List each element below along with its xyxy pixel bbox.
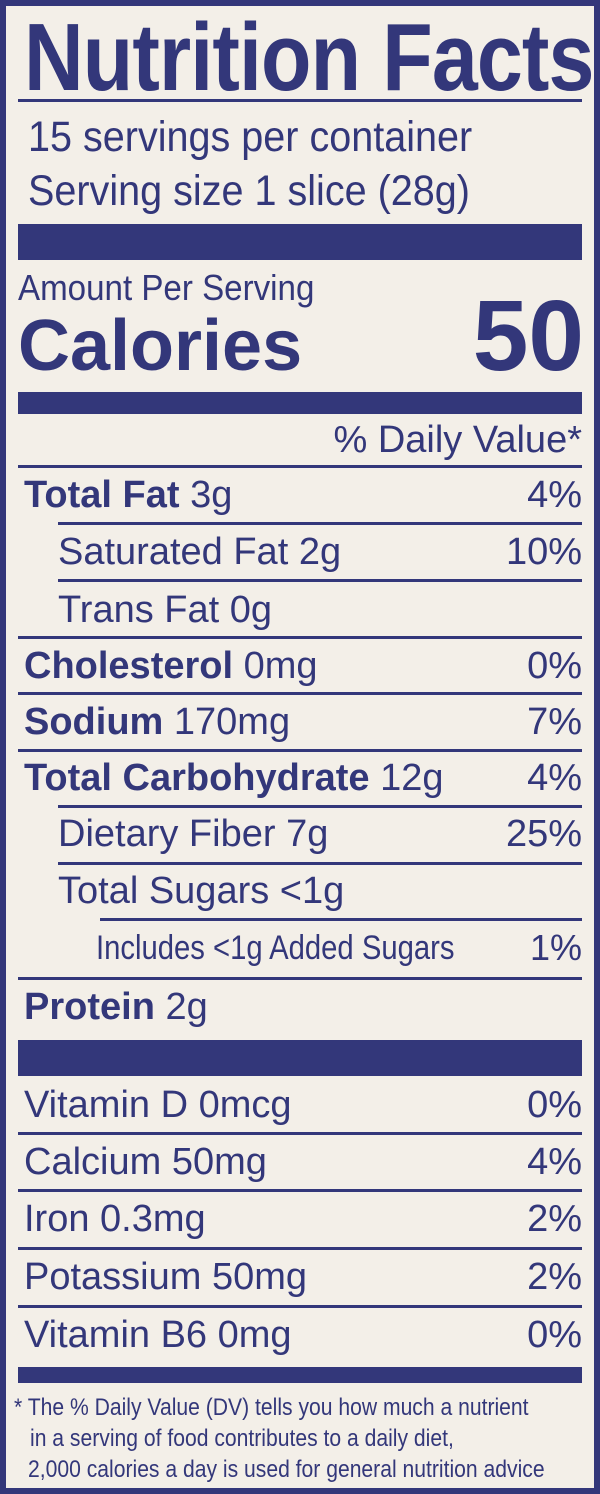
divider	[18, 1189, 582, 1192]
nutrient-amount: 0mg	[243, 645, 318, 687]
divider	[18, 465, 582, 468]
divider	[18, 977, 582, 980]
nutrient-name: Cholesterol	[24, 645, 234, 687]
vitamin-row-vitamin-b6: Vitamin B6 0mg 0%	[24, 1309, 582, 1361]
footnote-line: in a serving of food contributes to a da…	[30, 1425, 454, 1452]
nutrient-name: Total Carbohydrate	[24, 757, 370, 799]
nutrient-dv: 10%	[505, 531, 582, 573]
nutrient-amount: 0g	[229, 589, 273, 631]
nutrient-name: Total Sugars	[58, 870, 270, 912]
vitamin-dv: 0%	[527, 1314, 582, 1356]
calories-label: Calories	[18, 306, 303, 386]
nutrient-name: Saturated Fat	[58, 531, 289, 573]
nutrient-amount: 2g	[298, 531, 342, 573]
nutrient-name: Total Fat	[24, 474, 180, 516]
nutrient-name: Includes <1g Added Sugars	[96, 929, 455, 967]
vitamin-name: Iron	[24, 1198, 90, 1240]
calories-value: 50	[472, 280, 584, 392]
nutrient-amount: 2g	[165, 986, 208, 1028]
divider	[58, 579, 582, 582]
nutrient-dv: 0%	[527, 645, 582, 687]
nutrient-name: Trans Fat	[58, 589, 220, 631]
vitamin-row-potassium: Potassium 50mg 2%	[24, 1251, 582, 1303]
vitamin-dv: 4%	[527, 1141, 582, 1183]
vitamin-amount: 0mcg	[198, 1084, 292, 1126]
divider	[100, 918, 582, 921]
nutrient-dv: 7%	[527, 701, 582, 743]
vitamin-dv: 0%	[527, 1084, 582, 1126]
nutrient-row-total-sugars: Total Sugars <1g	[24, 865, 582, 917]
nutrition-label: Nutrition Facts 15 servings per containe…	[6, 6, 594, 1488]
nutrient-amount: 170mg	[173, 701, 291, 743]
vitamin-amount: 50mg	[211, 1256, 308, 1298]
divider	[18, 636, 582, 639]
vitamin-amount: 0.3mg	[100, 1198, 206, 1240]
nutrient-name: Protein	[24, 986, 155, 1028]
footnote-line: 2,000 calories a day is used for general…	[28, 1456, 545, 1483]
divider	[18, 749, 582, 752]
vitamin-row-vitamin-d: Vitamin D 0mcg 0%	[24, 1079, 582, 1131]
thick-bar	[18, 1367, 582, 1383]
divider	[58, 862, 582, 865]
footnote-line: * The % Daily Value (DV) tells you how m…	[14, 1394, 529, 1421]
vitamin-dv: 2%	[527, 1198, 582, 1240]
amount-per-serving: Amount Per Serving	[18, 267, 315, 308]
nutrient-dv: 4%	[527, 757, 582, 799]
divider	[58, 805, 582, 808]
nutrient-amount: 7g	[286, 813, 329, 855]
nutrient-row-saturated-fat: Saturated Fat 2g 10%	[24, 526, 582, 578]
divider	[58, 522, 582, 525]
vitamin-name: Vitamin B6	[24, 1314, 208, 1356]
nutrient-amount: 3g	[190, 474, 233, 516]
label-title: Nutrition Facts	[24, 4, 594, 111]
nutrient-amount: <1g	[279, 870, 345, 912]
vitamin-name: Potassium	[24, 1256, 202, 1298]
thick-bar	[18, 392, 582, 414]
nutrient-row-total-carbohydrate: Total Carbohydrate 12g 4%	[24, 752, 582, 804]
nutrient-row-cholesterol: Cholesterol 0mg 0%	[24, 640, 582, 692]
vitamin-amount: 0mg	[217, 1314, 292, 1356]
nutrient-dv: 4%	[527, 474, 582, 516]
nutrient-dv: 25%	[505, 813, 582, 855]
vitamin-row-calcium: Calcium 50mg 4%	[24, 1136, 582, 1188]
nutrient-row-dietary-fiber: Dietary Fiber 7g 25%	[24, 808, 582, 860]
divider	[18, 1132, 582, 1135]
nutrient-name: Dietary Fiber	[58, 813, 276, 855]
nutrient-name: Sodium	[24, 701, 164, 743]
nutrient-dv: 1%	[529, 927, 582, 968]
vitamin-name: Calcium	[24, 1141, 162, 1183]
vitamin-dv: 2%	[527, 1256, 582, 1298]
vitamin-name: Vitamin D	[24, 1084, 189, 1126]
thick-bar	[18, 224, 582, 260]
serving-size: Serving size 1 slice (28g)	[28, 167, 470, 215]
divider	[18, 1305, 582, 1308]
nutrient-row-protein: Protein 2g	[24, 981, 582, 1033]
divider	[18, 692, 582, 695]
vitamin-amount: 50mg	[171, 1141, 267, 1183]
servings-per-container: 15 servings per container	[28, 113, 473, 161]
nutrient-row-total-fat: Total Fat 3g 4%	[24, 469, 582, 521]
vitamin-row-iron: Iron 0.3mg 2%	[24, 1193, 582, 1245]
daily-value-header: % Daily Value*	[333, 419, 582, 461]
nutrient-row-sodium: Sodium 170mg 7%	[24, 696, 582, 748]
thick-bar	[18, 1040, 582, 1076]
nutrient-amount: 12g	[380, 757, 444, 799]
divider	[18, 99, 582, 102]
divider	[18, 1247, 582, 1250]
nutrient-row-added-sugars: Includes <1g Added Sugars 1%	[24, 922, 582, 974]
nutrient-row-trans-fat: Trans Fat 0g	[24, 584, 582, 636]
